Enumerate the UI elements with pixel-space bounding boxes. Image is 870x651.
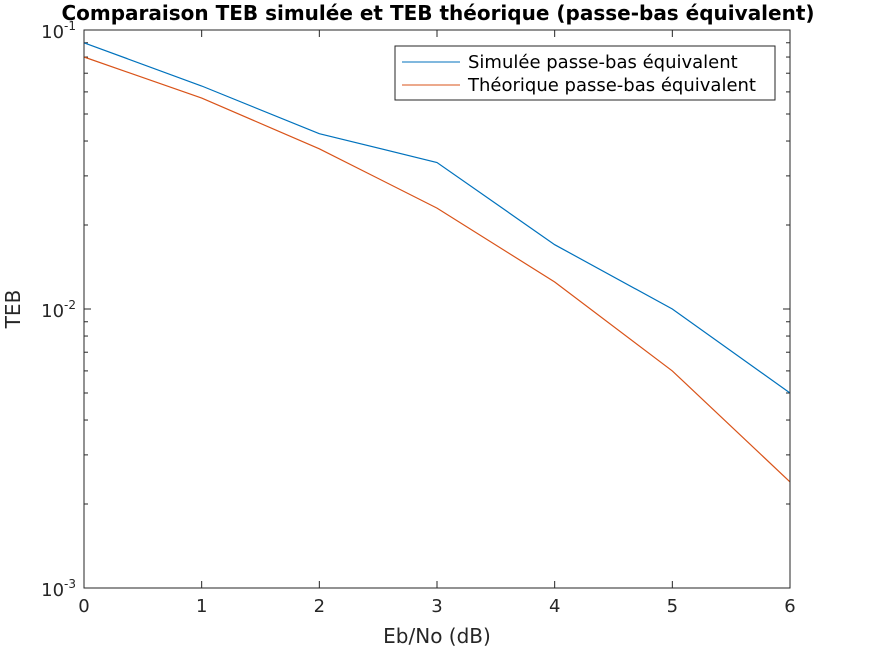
series-line-1 bbox=[83, 56, 791, 483]
y-tick-label: 10-1 bbox=[41, 19, 76, 43]
y-tick-label: 10-3 bbox=[41, 577, 76, 601]
series-line-0 bbox=[83, 42, 791, 394]
x-tick-label: 5 bbox=[667, 596, 678, 617]
y-axis-ticks: 10-1 10-2 10-3 bbox=[41, 19, 790, 601]
x-tick-label: 2 bbox=[314, 596, 325, 617]
x-tick-label: 1 bbox=[196, 596, 207, 617]
y-axis-label: TEB bbox=[1, 290, 25, 330]
plot-frame bbox=[83, 29, 791, 589]
chart-title: Comparaison TEB simulée et TEB théorique… bbox=[61, 1, 814, 25]
plot-area bbox=[84, 30, 790, 588]
legend: Simulée passe-bas équivalent Théorique p… bbox=[394, 45, 776, 101]
y-tick-label: 10-2 bbox=[41, 298, 76, 322]
series-lines bbox=[83, 42, 791, 483]
legend-label-simulated: Simulée passe-bas équivalent bbox=[468, 52, 738, 73]
x-tick-label: 3 bbox=[431, 596, 442, 617]
x-tick-label: 0 bbox=[78, 596, 89, 617]
legend-box bbox=[394, 45, 776, 101]
x-axis-label: Eb/No (dB) bbox=[383, 624, 491, 648]
minor-ticks bbox=[84, 42, 790, 505]
legend-label-theoretical: Théorique passe-bas équivalent bbox=[467, 75, 756, 96]
x-tick-label: 6 bbox=[784, 596, 795, 617]
x-tick-label: 4 bbox=[549, 596, 560, 617]
